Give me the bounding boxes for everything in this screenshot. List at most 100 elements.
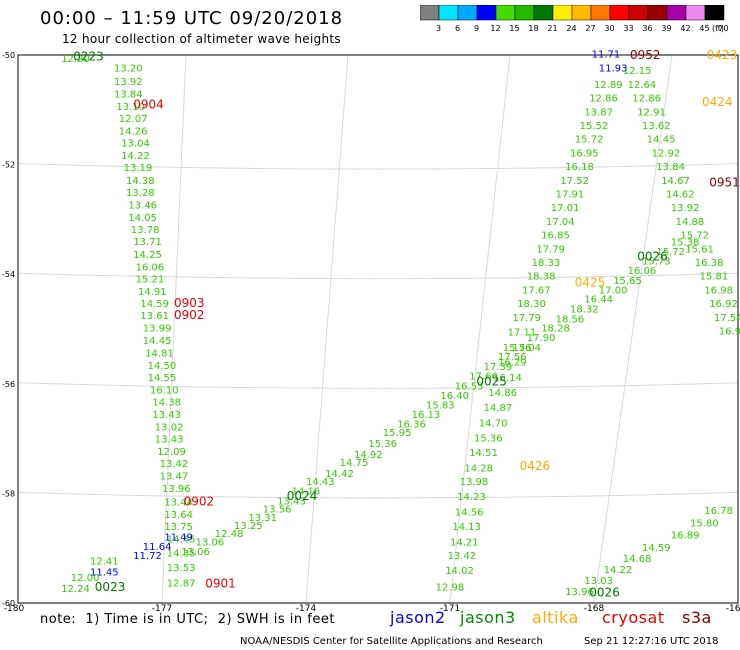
swh-value: 11.71 bbox=[592, 50, 621, 61]
swh-value: 12.64 bbox=[628, 80, 657, 91]
swh-value: 16.53 bbox=[455, 381, 484, 392]
swh-value: 13.64 bbox=[164, 510, 193, 521]
swh-value: 12.15 bbox=[623, 66, 652, 77]
swh-value: 16.36 bbox=[397, 420, 426, 431]
swh-value: 15.95 bbox=[383, 428, 412, 439]
swh-value: 15.72 bbox=[680, 231, 709, 242]
pass-time-label: 0426 bbox=[520, 459, 551, 473]
pass-time-label: 0902 bbox=[174, 308, 205, 322]
swh-value: 13.43 bbox=[277, 496, 306, 507]
swh-value: 15.83 bbox=[426, 400, 455, 411]
swh-value: 18.28 bbox=[541, 324, 570, 335]
meridian-line bbox=[305, 54, 349, 604]
swh-value: 12.86 bbox=[589, 94, 618, 105]
swh-value: 13.44 bbox=[164, 497, 193, 508]
swh-value: 11.72 bbox=[133, 551, 162, 562]
swh-value: 14.87 bbox=[484, 403, 513, 414]
swh-value: 17.67 bbox=[522, 285, 551, 296]
lat-tick-label: -50 bbox=[2, 51, 15, 60]
swh-value: 14.55 bbox=[148, 373, 177, 384]
swh-value: 14.43 bbox=[306, 477, 335, 488]
swh-value: 14.45 bbox=[167, 535, 196, 546]
swh-value: 13.31 bbox=[248, 513, 277, 524]
swh-value: 14.22 bbox=[121, 151, 150, 162]
lon-tick-label: -165 bbox=[726, 604, 740, 612]
lon-tick-label: -171 bbox=[440, 604, 460, 612]
swh-value: 17.11 bbox=[508, 328, 537, 339]
swh-value: 12.48 bbox=[215, 529, 244, 540]
lat-tick-label: -60 bbox=[2, 599, 15, 608]
swh-value: 13.71 bbox=[133, 237, 162, 248]
swh-value: 15.80 bbox=[690, 518, 719, 529]
swh-value: 14.28 bbox=[464, 463, 493, 474]
swh-value: 16.14 bbox=[493, 373, 522, 384]
swh-value: 12.20 bbox=[61, 54, 90, 65]
parallel-line bbox=[17, 491, 739, 499]
credit-text: NOAA/NESDIS Center for Satellite Applica… bbox=[240, 636, 543, 647]
track-values: 12.2013.2013.9213.8413.1012.0714.2613.04… bbox=[61, 50, 740, 598]
satellite-altika: altika bbox=[532, 608, 579, 627]
swh-value: 11.49 bbox=[164, 533, 193, 544]
swh-value: 15.72 bbox=[656, 247, 685, 258]
colorbar-label: 70 bbox=[718, 24, 728, 33]
swh-value: 13.28 bbox=[126, 188, 155, 199]
lon-tick-label: -180 bbox=[4, 604, 25, 612]
swh-value: 15.61 bbox=[685, 244, 714, 255]
timestamp-text: Sep 21 12:27:16 UTC 2018 bbox=[584, 636, 719, 647]
swh-value: 14.45 bbox=[143, 336, 172, 347]
swh-value: 14.62 bbox=[666, 189, 695, 200]
pass-time-label: 0424 bbox=[702, 95, 733, 109]
swh-value: 18.30 bbox=[517, 299, 546, 310]
satellite-s3a: s3a bbox=[682, 608, 712, 627]
swh-value: 13.96 bbox=[162, 484, 191, 495]
altimeter-map: -180 -177 -174 -171 -168 -165 -50 -52 -54 -56 -58 -… bbox=[2, 48, 740, 612]
swh-value: 16.06 bbox=[136, 262, 165, 273]
swh-value: 13.84 bbox=[114, 90, 143, 101]
swh-value: 17.56 bbox=[498, 352, 527, 363]
swh-value: 13.92 bbox=[671, 203, 700, 214]
swh-value: 13.04 bbox=[121, 139, 150, 150]
swh-value: 13.43 bbox=[155, 434, 184, 445]
colorbar-label: 15 bbox=[509, 24, 519, 33]
swh-value: 17.04 bbox=[546, 217, 575, 228]
swh-value: 14.35 bbox=[167, 548, 196, 559]
pass-time-label: 0026 bbox=[589, 585, 620, 599]
swh-value: 16.10 bbox=[150, 386, 179, 397]
swh-value: 13.78 bbox=[131, 225, 160, 236]
colorbar-label: 27 bbox=[585, 24, 595, 33]
colorbar-label: 21 bbox=[547, 24, 557, 33]
lat-tick-label: -52 bbox=[2, 161, 15, 170]
swh-value: 15.56 bbox=[503, 343, 532, 354]
swh-value: 14.26 bbox=[119, 126, 148, 137]
swh-value: 14.23 bbox=[457, 492, 486, 503]
swh-value: 16.40 bbox=[440, 391, 469, 402]
swh-value: 13.98 bbox=[460, 477, 489, 488]
swh-value: 15.72 bbox=[575, 135, 604, 146]
map-title: 00:00 – 11:59 UTC 09/20/2018 bbox=[40, 8, 344, 29]
pass-time-label: 0903 bbox=[174, 296, 205, 310]
swh-value: 15.73 bbox=[642, 256, 671, 267]
pass-time-label: 0951 bbox=[709, 176, 740, 190]
swh-value: 13.02 bbox=[155, 422, 184, 433]
swh-value: 13.25 bbox=[234, 521, 263, 532]
swh-value: 14.05 bbox=[128, 213, 157, 224]
swh-value: 12.00 bbox=[71, 573, 100, 584]
lat-tick-label: -56 bbox=[2, 380, 15, 389]
swh-value: 15.52 bbox=[580, 121, 609, 132]
swh-value: 14.51 bbox=[469, 448, 498, 459]
parallel-line bbox=[17, 272, 739, 280]
parallel-line bbox=[17, 382, 739, 389]
swh-value: 15.81 bbox=[700, 272, 729, 283]
lat-tick-label: -58 bbox=[2, 489, 15, 498]
lon-tick-label: -177 bbox=[152, 604, 172, 612]
pass-time-label: 0901 bbox=[205, 577, 236, 591]
color-legend: 3 6 9 12 15 18 21 24 27 30 33 36 39 42 45 70(ft) bbox=[420, 5, 729, 33]
satellite-cryosat: cryosat bbox=[602, 608, 665, 627]
colorbar-swatch bbox=[704, 5, 725, 21]
swh-value: 12.86 bbox=[632, 94, 661, 105]
colorbar-label: 24 bbox=[566, 24, 576, 33]
swh-value: 16.98 bbox=[704, 285, 733, 296]
swh-value: 17.04 bbox=[512, 343, 541, 354]
swh-value: 16.06 bbox=[628, 266, 657, 277]
swh-value: 14.38 bbox=[126, 176, 155, 187]
